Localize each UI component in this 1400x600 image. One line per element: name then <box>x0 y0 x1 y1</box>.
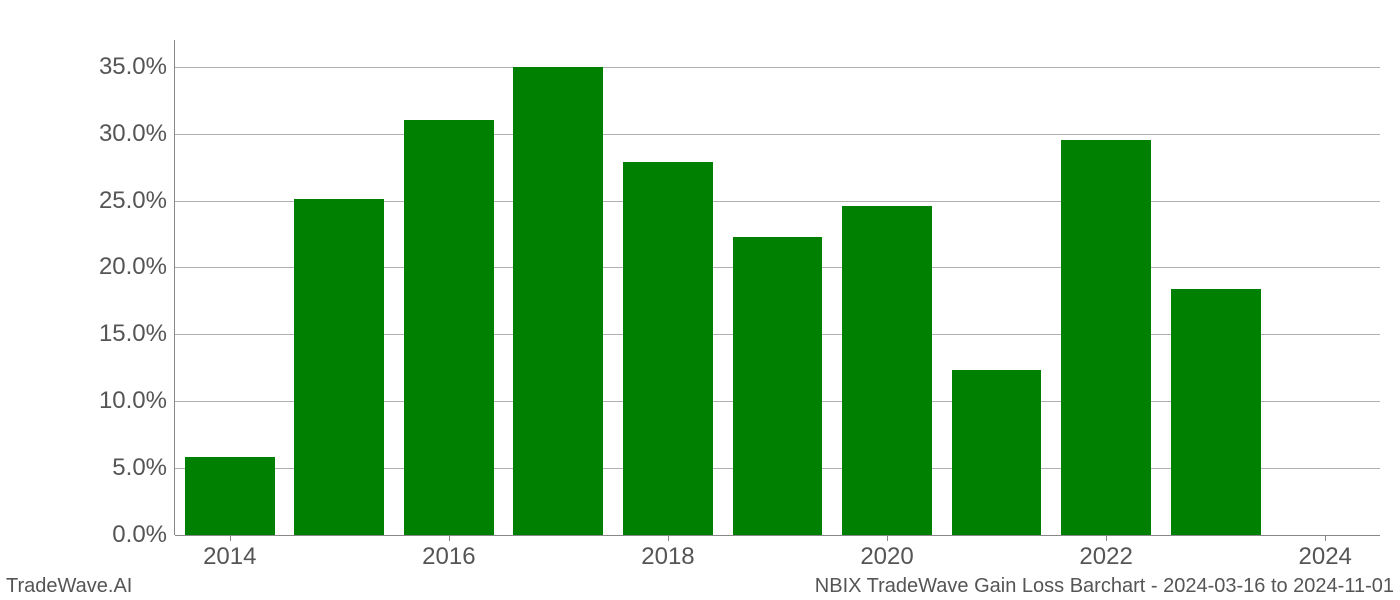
bar <box>1171 289 1261 535</box>
x-tick-mark <box>668 535 669 541</box>
y-tick-label: 35.0% <box>4 53 167 81</box>
bar <box>733 237 823 535</box>
x-tick-mark <box>1325 535 1326 541</box>
chart-container: 0.0% 5.0% 10.0% 15.0% 20.0% 25.0% 30.0% 35.0% 20… <box>0 0 1400 600</box>
x-axis-spine <box>175 535 1380 536</box>
bar <box>1061 140 1151 535</box>
x-tick-label: 2014 <box>190 543 270 571</box>
bar <box>952 370 1042 535</box>
grid-line <box>175 67 1380 68</box>
x-tick-mark <box>230 535 231 541</box>
grid-line <box>175 134 1380 135</box>
x-tick-mark <box>449 535 450 541</box>
x-tick-mark <box>887 535 888 541</box>
bar <box>185 457 275 535</box>
x-tick-mark <box>1106 535 1107 541</box>
y-tick-label: 30.0% <box>4 120 167 148</box>
y-tick-label: 10.0% <box>4 387 167 415</box>
plot-area: 0.0%5.0%10.0%15.0%20.0%25.0%30.0%35.0%20… <box>175 40 1380 535</box>
y-tick-label: 0.0% <box>4 521 167 549</box>
y-tick-label: 20.0% <box>4 253 167 281</box>
y-tick-label: 5.0% <box>4 454 167 482</box>
y-tick-label: 25.0% <box>4 187 167 215</box>
x-tick-label: 2020 <box>847 543 927 571</box>
bar <box>623 162 713 535</box>
bar <box>513 67 603 535</box>
y-tick-label: 15.0% <box>4 320 167 348</box>
footer-left-text: TradeWave.AI <box>0 575 132 600</box>
bar <box>842 206 932 535</box>
x-tick-label: 2016 <box>409 543 489 571</box>
bar <box>294 199 384 535</box>
footer-right-text: NBIX TradeWave Gain Loss Barchart - 2024… <box>815 575 1400 600</box>
x-tick-label: 2018 <box>628 543 708 571</box>
x-tick-label: 2024 <box>1285 543 1365 571</box>
bar <box>404 120 494 535</box>
x-tick-label: 2022 <box>1066 543 1146 571</box>
y-axis-spine <box>174 40 175 535</box>
